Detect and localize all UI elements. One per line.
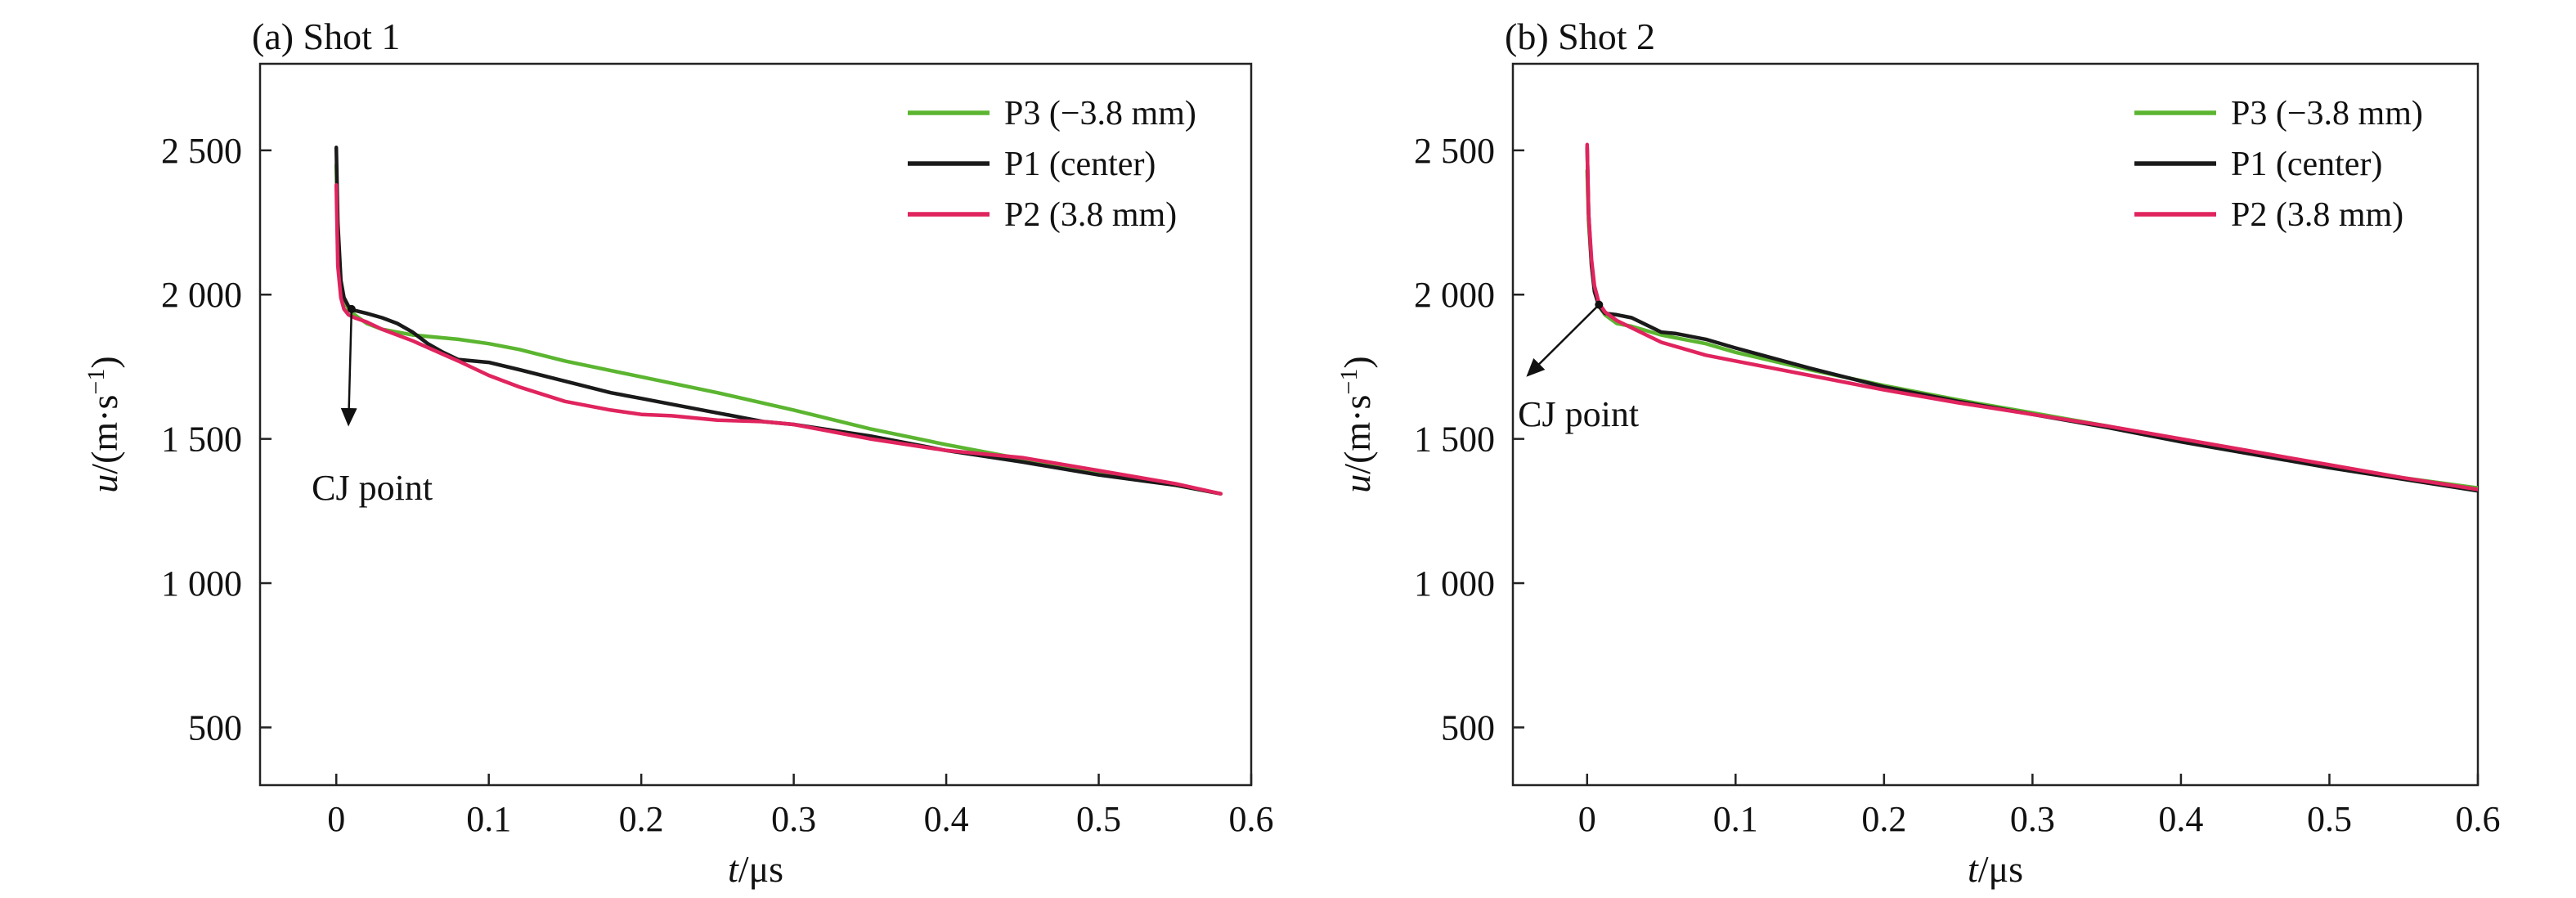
legend: P3 (−3.8 mm) P1 (center) P2 (3.8 mm) — [908, 95, 1196, 234]
x-axis-label-unit: /μs — [738, 848, 783, 890]
x-tick-label: 0 — [1578, 799, 1596, 839]
y-tick-label: 1 500 — [161, 420, 242, 460]
x-tick-label: 0.4 — [924, 799, 969, 839]
y-tick-label: 2 500 — [1414, 131, 1495, 171]
y-axis-label-exponent: −1 — [1335, 369, 1362, 395]
y-tick-label: 1 000 — [1414, 563, 1495, 604]
x-tick-label: 0.2 — [1861, 799, 1906, 839]
x-tick-label: 0.3 — [2010, 799, 2055, 839]
legend-label: P3 (−3.8 mm) — [1004, 95, 1196, 132]
chart-panel-1: (a) Shot 1 0 0.1 0.2 0.3 0.4 0.5 0.6 500 1 000 1 5… — [83, 16, 1274, 890]
y-axis-label-variable: u — [1336, 474, 1378, 493]
x-tick-label: 0.5 — [1076, 799, 1121, 839]
annotation-point — [347, 304, 356, 313]
x-tick-label: 0.3 — [771, 799, 816, 839]
legend-label: P2 (3.8 mm) — [2231, 196, 2403, 234]
x-axis-label-variable: t — [1968, 848, 1979, 890]
y-tick-label: 2 000 — [161, 275, 242, 315]
plot-frame — [1511, 62, 2480, 787]
x-tick-label: 0.1 — [1713, 799, 1758, 839]
x-tick-label: 0.4 — [2158, 799, 2203, 839]
x-axis-label-unit: /μs — [1978, 848, 2023, 890]
plot-frame — [258, 62, 1253, 787]
y-axis-label-close: ) — [83, 356, 125, 368]
chart-panel-2: (b) Shot 2 0 0.1 0.2 0.3 0.4 0.5 0.6 500 1 000 1 5… — [1335, 16, 2501, 890]
annotation-arrow — [340, 308, 357, 427]
y-tick-label: 1 000 — [161, 563, 242, 604]
x-axis-label: t/μs — [728, 848, 783, 890]
y-axis-label: u/(m·s−1) — [1335, 356, 1379, 492]
x-tick-label: 0.6 — [1229, 799, 1274, 839]
legend-label: P3 (−3.8 mm) — [2231, 95, 2423, 132]
y-axis-label: u/(m·s−1) — [83, 356, 126, 492]
series-line-3 — [334, 182, 1223, 496]
y-axis-label-close: ) — [1336, 356, 1378, 368]
series-line-3 — [1585, 142, 2478, 492]
y-axis-label-exponent: −1 — [83, 369, 110, 395]
annotation-arrow — [1526, 303, 1600, 377]
legend: P3 (−3.8 mm) P1 (center) P2 (3.8 mm) — [2134, 95, 2423, 234]
x-tick-label: 0.6 — [2456, 799, 2501, 839]
x-tick-label: 0.5 — [2307, 799, 2352, 839]
legend-label: P1 (center) — [2231, 146, 2382, 183]
y-tick-label: 1 500 — [1414, 420, 1495, 460]
y-tick-label: 2 000 — [1414, 275, 1495, 315]
x-axis-label-variable: t — [728, 848, 739, 890]
legend-label: P2 (3.8 mm) — [1004, 196, 1177, 234]
panel-label: (a) Shot 1 — [252, 16, 400, 57]
annotation-point — [1595, 300, 1604, 309]
annotation-label: CJ point — [1518, 394, 1639, 434]
y-axis-label-unit: /(m·s — [83, 395, 125, 474]
legend-label: P1 (center) — [1004, 146, 1156, 183]
y-axis-label-unit: /(m·s — [1336, 395, 1378, 474]
x-tick-label: 0.2 — [619, 799, 664, 839]
x-axis-label: t/μs — [1968, 848, 2023, 890]
x-tick-label: 0 — [327, 799, 345, 839]
y-tick-label: 2 500 — [161, 131, 242, 171]
y-axis-label-variable: u — [83, 474, 125, 493]
panel-label: (b) Shot 2 — [1505, 16, 1655, 57]
y-tick-label: 500 — [1441, 707, 1495, 748]
annotation-label: CJ point — [312, 468, 433, 508]
x-tick-label: 0.1 — [466, 799, 511, 839]
y-tick-label: 500 — [188, 707, 242, 748]
